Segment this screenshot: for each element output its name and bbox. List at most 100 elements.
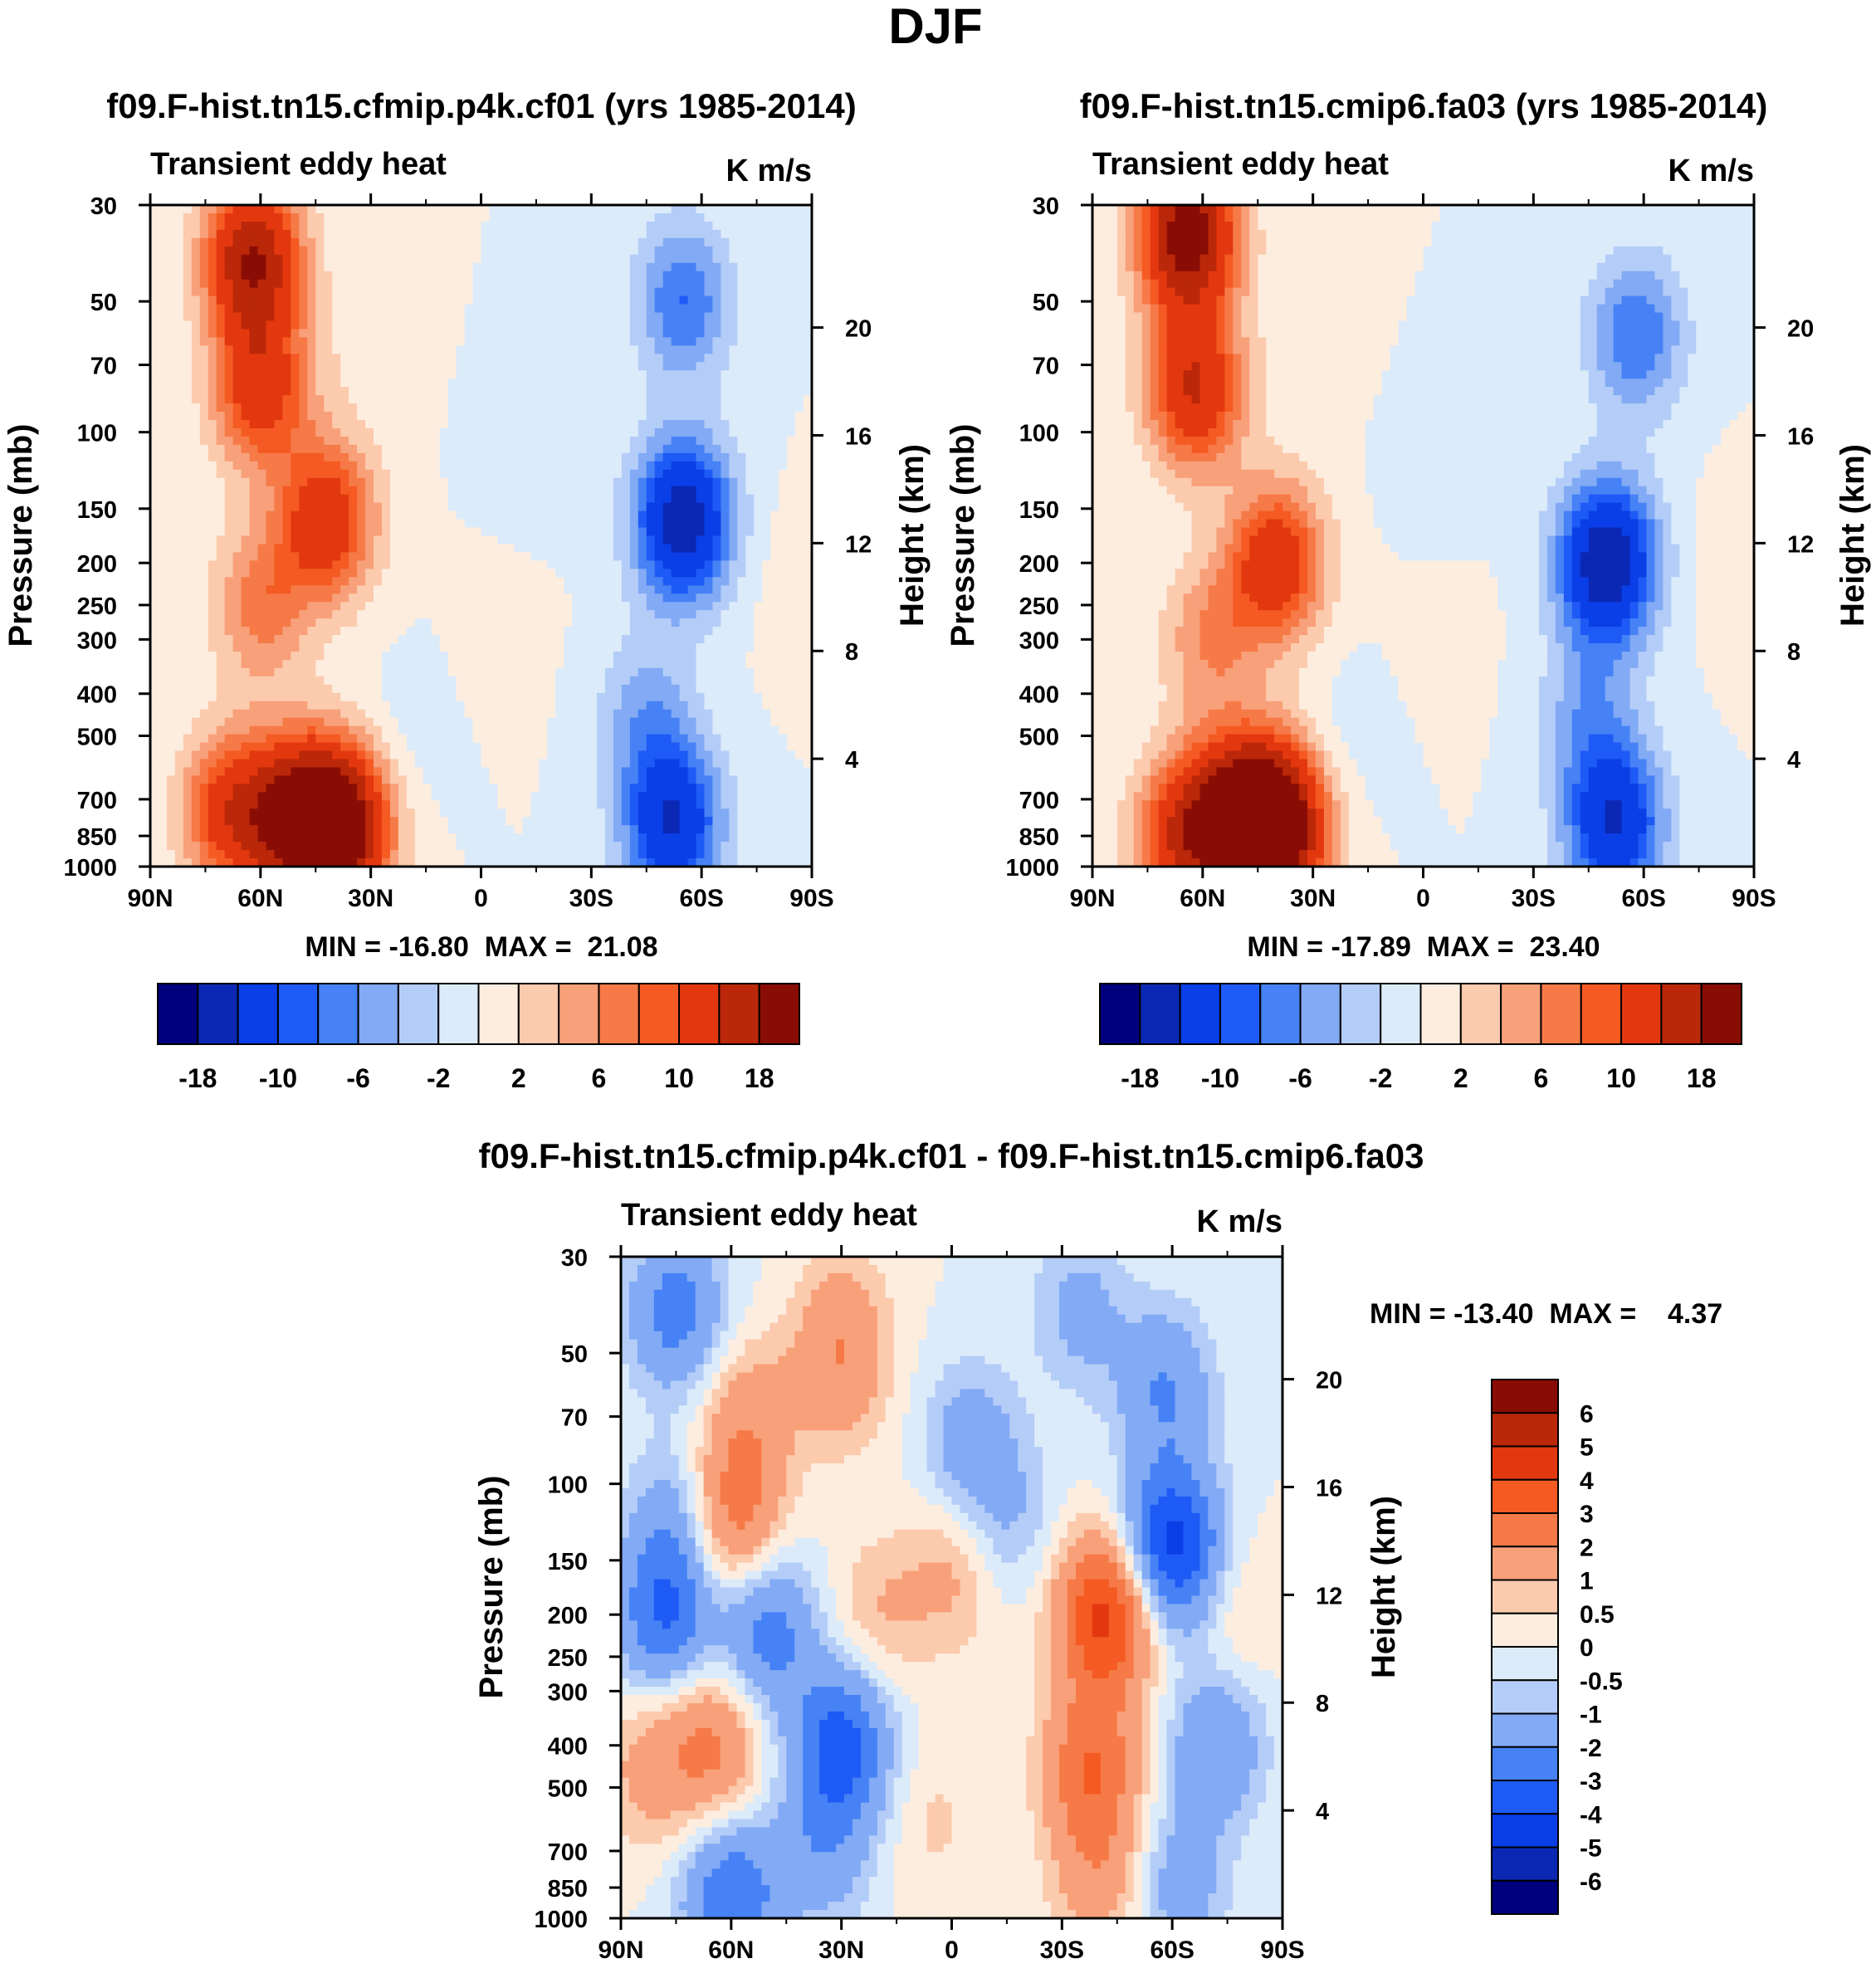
panel-a-cell	[596, 684, 606, 694]
panel-a-cell	[721, 701, 730, 711]
panel-a-cell	[662, 577, 672, 586]
panel-a-cell	[787, 486, 796, 496]
panel-a-cell	[241, 585, 251, 594]
panel-a-cell	[216, 395, 226, 404]
panel-a-cell	[282, 560, 291, 569]
panel-a-cell	[232, 593, 242, 603]
panel-a-cell	[208, 237, 217, 247]
panel-a-cell	[299, 593, 308, 603]
panel-a-cell	[629, 271, 639, 281]
panel-a-cell	[506, 362, 515, 371]
panel-a-cell	[381, 486, 391, 496]
panel-a-cell	[439, 618, 449, 628]
panel-a-cell	[704, 444, 714, 454]
panel-a-cell	[315, 237, 325, 247]
panel-a-cell	[696, 212, 706, 222]
panel-a-cell	[257, 271, 267, 281]
panel-a-cell	[712, 535, 722, 545]
panel-a-cell	[687, 552, 697, 561]
panel-a-cell	[150, 477, 159, 487]
panel-a-cell	[787, 271, 796, 281]
panel-a-cell	[431, 420, 441, 429]
panel-a-cell	[770, 627, 779, 636]
panel-a-cell	[745, 552, 755, 561]
panel-a-cell	[638, 436, 647, 446]
panel-a-cell	[439, 535, 449, 545]
panel-a-cell	[241, 262, 251, 272]
panel-a-cell	[481, 544, 491, 554]
panel-a-cell	[166, 519, 176, 529]
panel-a-cell	[414, 577, 424, 586]
panel-a-cell	[191, 403, 201, 413]
panel-a-cell	[530, 692, 540, 702]
panel-a-cell	[414, 635, 424, 644]
panel-a-cell	[621, 535, 631, 545]
panel-a-cell	[365, 684, 374, 694]
panel-a-cell	[729, 651, 738, 661]
panel-a-cell	[629, 593, 639, 603]
panel-a-cell	[729, 262, 738, 272]
panel-a-cell	[183, 659, 193, 669]
panel-a-cell	[166, 659, 176, 669]
panel-a-cell	[572, 427, 581, 437]
panel-a-cell	[365, 427, 374, 437]
panel-a-cell	[291, 436, 300, 446]
panel-a-cell	[365, 379, 374, 388]
panel-a-cell	[662, 379, 672, 388]
panel-a-cell	[721, 585, 730, 594]
panel-a-cell	[241, 229, 251, 239]
panel-a-cell	[291, 329, 300, 338]
panel-a-cell	[349, 676, 358, 686]
panel-a-cell	[266, 337, 276, 346]
panel-a-cell	[704, 635, 714, 644]
panel-a-cell	[779, 345, 788, 354]
panel-a-cell	[654, 345, 664, 354]
panel-a-cell	[613, 544, 623, 554]
panel-a-cell	[646, 387, 656, 396]
panel-a-cell	[795, 452, 804, 462]
panel-a-cell	[671, 420, 681, 429]
panel-a-cell	[745, 593, 755, 603]
panel-a-cell	[671, 610, 681, 619]
panel-a-cell	[224, 337, 234, 346]
panel-a-cell	[704, 370, 714, 379]
panel-a-cell	[472, 535, 482, 545]
panel-a-cell	[621, 262, 631, 272]
panel-a-cell	[291, 577, 300, 586]
panel-a-cell	[721, 676, 730, 686]
panel-a-cell	[489, 461, 499, 471]
panel-a-cell	[414, 535, 424, 545]
panel-a-cell	[439, 262, 449, 272]
panel-a-cell	[414, 544, 424, 554]
panel-a-cell	[406, 635, 416, 644]
panel-a-cell	[489, 320, 499, 330]
panel-a-cell	[787, 312, 796, 322]
panel-a-cell	[423, 304, 432, 314]
panel-a-cell	[621, 345, 631, 354]
panel-a-cell	[257, 444, 267, 454]
panel-a-cell	[481, 254, 491, 264]
panel-a-cell	[224, 427, 234, 437]
panel-a-cell	[745, 569, 755, 578]
panel-a-cell	[621, 560, 631, 569]
panel-a-cell	[712, 229, 722, 239]
panel-a-cell	[712, 635, 722, 644]
panel-a-cell	[754, 684, 763, 694]
panel-a-cell	[274, 684, 283, 694]
panel-a-cell	[696, 427, 706, 437]
panel-a-cell	[481, 461, 491, 471]
panel-a-cell	[522, 651, 531, 661]
panel-a-cell	[349, 486, 358, 496]
panel-a-cell	[497, 287, 506, 297]
panel-a-cell	[564, 271, 573, 281]
panel-a-cell	[754, 436, 763, 446]
panel-a-cell	[315, 254, 325, 264]
panel-a-cell	[671, 667, 681, 677]
panel-a-cell	[671, 643, 681, 652]
panel-a-cell	[431, 602, 441, 611]
panel-a-cell	[687, 651, 697, 661]
panel-a-cell	[224, 304, 234, 314]
panel-a-cell	[406, 262, 416, 272]
panel-a-cell	[564, 427, 573, 437]
panel-a-cell	[472, 627, 482, 636]
